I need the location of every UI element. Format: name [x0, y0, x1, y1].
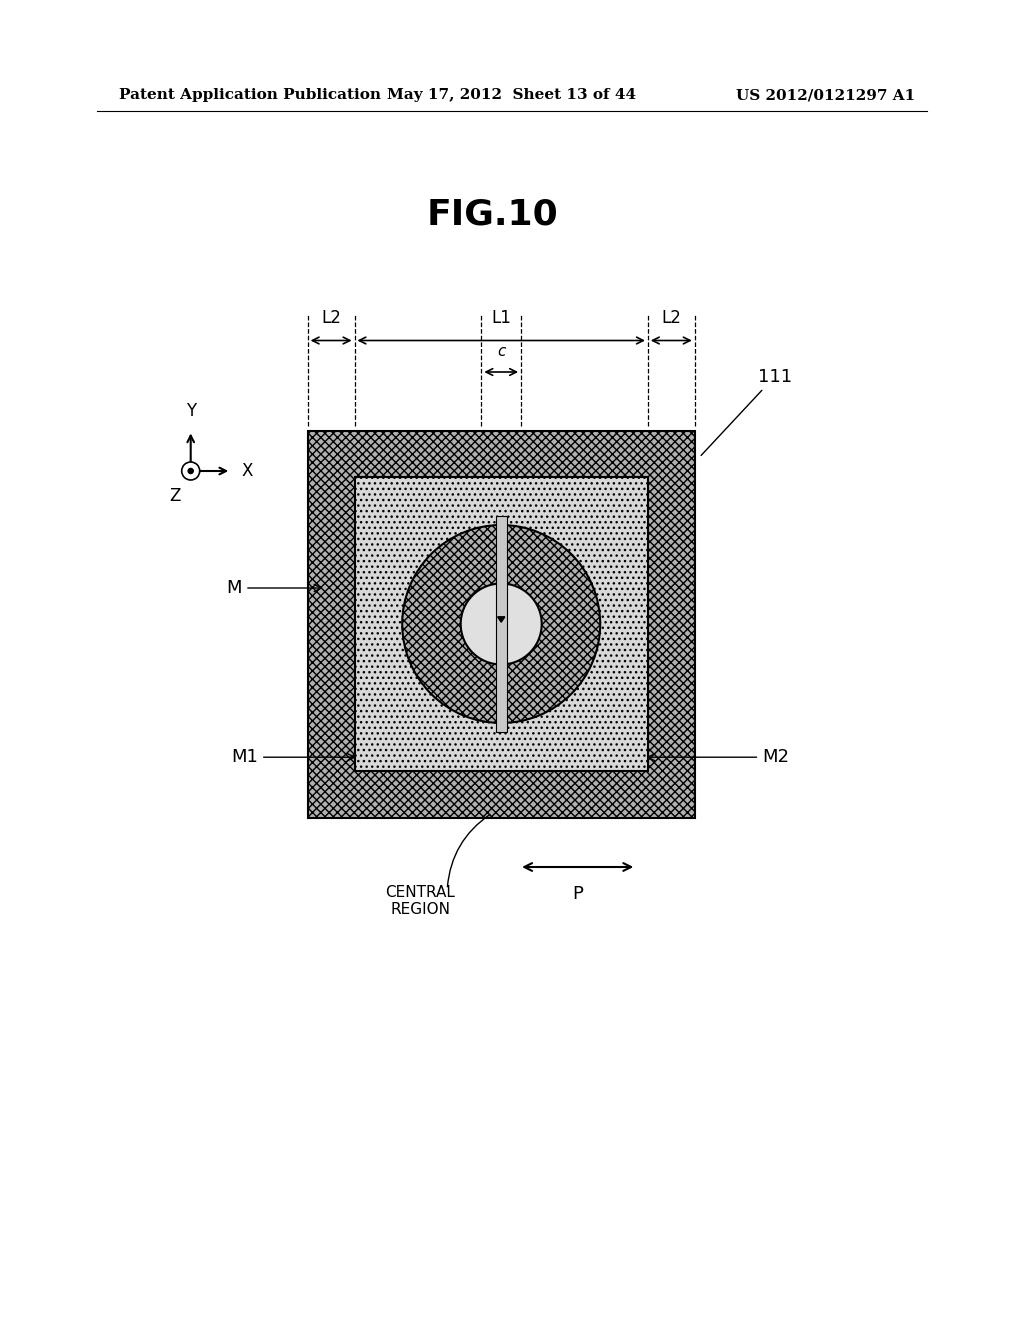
Bar — [354, 478, 648, 771]
Circle shape — [181, 462, 200, 480]
Text: M2: M2 — [648, 748, 790, 766]
Text: M: M — [226, 579, 322, 597]
Text: May 17, 2012  Sheet 13 of 44: May 17, 2012 Sheet 13 of 44 — [387, 88, 637, 103]
Text: CENTRAL
REGION: CENTRAL REGION — [385, 884, 455, 917]
Text: Y: Y — [185, 401, 196, 420]
Text: US 2012/0121297 A1: US 2012/0121297 A1 — [736, 88, 915, 103]
Bar — [496, 516, 507, 733]
Text: L2: L2 — [322, 309, 341, 327]
Text: Z: Z — [169, 487, 180, 506]
Text: M1: M1 — [231, 748, 354, 766]
Text: 111: 111 — [701, 367, 792, 455]
Polygon shape — [498, 616, 505, 622]
Text: P: P — [572, 884, 583, 903]
Text: L2: L2 — [662, 309, 681, 327]
Text: FIG.10: FIG.10 — [426, 198, 558, 231]
Circle shape — [188, 469, 194, 474]
Text: L1: L1 — [492, 309, 511, 327]
Text: c: c — [497, 343, 506, 359]
Text: X: X — [242, 462, 253, 480]
Text: Patent Application Publication: Patent Application Publication — [119, 88, 381, 103]
Bar — [307, 430, 694, 817]
Circle shape — [461, 583, 542, 664]
Circle shape — [402, 525, 600, 723]
